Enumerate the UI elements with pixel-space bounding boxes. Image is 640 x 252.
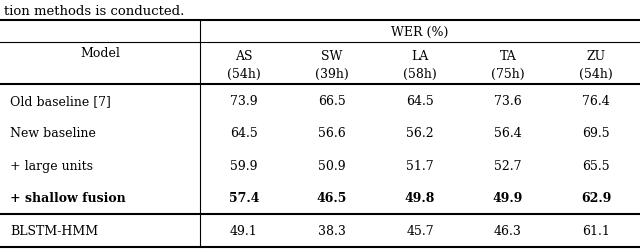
Text: 61.1: 61.1: [582, 224, 610, 237]
Text: 66.5: 66.5: [318, 94, 346, 107]
Text: TA: TA: [500, 49, 516, 62]
Text: (54h): (54h): [579, 67, 613, 80]
Text: 56.6: 56.6: [318, 127, 346, 140]
Text: 69.5: 69.5: [582, 127, 610, 140]
Text: 65.5: 65.5: [582, 159, 610, 172]
Text: 46.3: 46.3: [494, 224, 522, 237]
Text: 52.7: 52.7: [494, 159, 522, 172]
Text: AS: AS: [236, 49, 253, 62]
Text: 45.7: 45.7: [406, 224, 434, 237]
Text: New baseline: New baseline: [10, 127, 96, 140]
Text: 64.5: 64.5: [406, 94, 434, 107]
Text: + large units: + large units: [10, 159, 93, 172]
Text: (54h): (54h): [227, 67, 261, 80]
Text: Old baseline [7]: Old baseline [7]: [10, 94, 111, 107]
Text: ZU: ZU: [586, 49, 605, 62]
Text: LA: LA: [412, 49, 429, 62]
Text: 49.8: 49.8: [405, 192, 435, 204]
Text: (75h): (75h): [491, 67, 525, 80]
Text: tion methods is conducted.: tion methods is conducted.: [4, 5, 184, 18]
Text: BLSTM-HMM: BLSTM-HMM: [10, 224, 98, 237]
Text: 57.4: 57.4: [228, 192, 259, 204]
Text: + shallow fusion: + shallow fusion: [10, 192, 125, 204]
Text: 76.4: 76.4: [582, 94, 610, 107]
Text: SW: SW: [321, 49, 342, 62]
Text: 73.9: 73.9: [230, 94, 258, 107]
Text: 56.2: 56.2: [406, 127, 434, 140]
Text: 38.3: 38.3: [318, 224, 346, 237]
Text: 56.4: 56.4: [494, 127, 522, 140]
Text: WER (%): WER (%): [391, 25, 449, 38]
Text: 59.9: 59.9: [230, 159, 258, 172]
Text: 64.5: 64.5: [230, 127, 258, 140]
Text: 62.9: 62.9: [581, 192, 611, 204]
Text: 49.9: 49.9: [493, 192, 523, 204]
Text: (58h): (58h): [403, 67, 437, 80]
Text: 50.9: 50.9: [318, 159, 346, 172]
Text: 51.7: 51.7: [406, 159, 434, 172]
Text: (39h): (39h): [315, 67, 349, 80]
Text: 49.1: 49.1: [230, 224, 258, 237]
Text: 46.5: 46.5: [317, 192, 347, 204]
Text: Model: Model: [80, 46, 120, 59]
Text: 73.6: 73.6: [494, 94, 522, 107]
